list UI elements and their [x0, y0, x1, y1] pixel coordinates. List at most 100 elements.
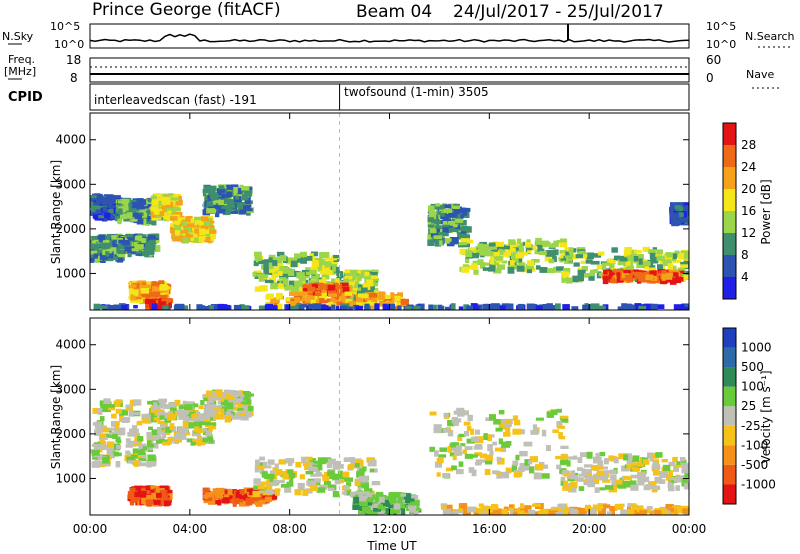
heatmap-cell	[494, 447, 504, 452]
colorbar-swatch	[723, 167, 736, 189]
heatmap-cell	[291, 286, 299, 292]
heatmap-cell	[622, 481, 631, 488]
heatmap-cell	[203, 497, 213, 501]
heatmap-cell	[682, 257, 689, 262]
heatmap-cell	[599, 487, 606, 491]
heatmap-cell	[371, 282, 378, 287]
heatmap-cell	[466, 438, 475, 444]
heatmap-cell	[453, 419, 459, 426]
heatmap-cell	[586, 451, 593, 459]
colorbar-swatch	[723, 189, 736, 211]
heatmap-cell	[626, 464, 632, 469]
heatmap-cell	[142, 452, 147, 459]
heatmap-cell	[294, 489, 302, 496]
heatmap-cell	[608, 271, 614, 277]
colorbar-swatch	[723, 484, 736, 504]
heatmap-cell	[655, 452, 663, 458]
heatmap-cell	[507, 247, 516, 252]
heatmap-cell	[336, 473, 345, 481]
heatmap-cell	[535, 265, 541, 270]
heatmap-cell	[439, 213, 446, 217]
heatmap-cell	[311, 291, 317, 296]
heatmap-cell	[678, 252, 685, 260]
heatmap-cell	[495, 427, 503, 432]
heatmap-cell	[272, 273, 278, 278]
heatmap-cell	[630, 249, 638, 254]
heatmap-cell	[164, 212, 169, 218]
heatmap-cell	[207, 305, 214, 310]
heatmap-cell	[377, 505, 383, 510]
heatmap-cell	[612, 275, 620, 280]
heatmap-cell	[560, 454, 569, 460]
heatmap-cell	[157, 211, 165, 216]
heatmap-cell	[144, 206, 152, 212]
heatmap-cell	[174, 219, 179, 224]
heatmap-cell	[438, 240, 443, 246]
heatmap-cell	[457, 233, 465, 238]
heatmap-cell	[648, 249, 656, 255]
heatmap-cell	[113, 452, 122, 457]
heatmap-cell	[95, 426, 103, 430]
heatmap-cell	[244, 199, 251, 204]
heatmap-cell	[559, 254, 564, 259]
colorbar-swatch	[723, 277, 736, 299]
heatmap-cell	[653, 510, 662, 515]
nsearch-tick-bottom: 10^0	[706, 38, 736, 51]
heatmap-cell	[142, 292, 151, 298]
heatmap-cell	[684, 303, 689, 307]
heatmap-cell	[102, 215, 108, 222]
heatmap-cell	[330, 267, 336, 272]
nsearch-tick-top: 10^5	[706, 20, 736, 33]
heatmap-cell	[277, 270, 283, 276]
heatmap-cell	[603, 269, 608, 275]
heatmap-cell	[439, 447, 448, 452]
heatmap-cell	[411, 495, 419, 501]
heatmap-cell	[308, 466, 317, 472]
heatmap-cell	[197, 417, 206, 422]
heatmap-cell	[560, 476, 566, 482]
heatmap-cell	[272, 473, 278, 480]
heatmap-cell	[141, 199, 147, 206]
heatmap-cell	[106, 441, 113, 448]
heatmap-cell	[493, 419, 501, 425]
heatmap-cell	[147, 400, 152, 405]
heatmap-cell	[283, 267, 291, 274]
heatmap-cell	[532, 503, 541, 507]
heatmap-cell	[429, 411, 437, 416]
heatmap-cell	[466, 506, 476, 513]
heatmap-cell	[548, 250, 556, 256]
heatmap-cell	[490, 257, 495, 265]
heatmap-cell	[328, 487, 335, 491]
heatmap-cell	[275, 491, 280, 496]
heatmap-cell	[205, 491, 215, 496]
heatmap-cell	[254, 466, 260, 473]
heatmap-cell	[637, 276, 646, 280]
heatmap-cell	[310, 484, 318, 492]
heatmap-cell	[343, 278, 350, 283]
colorbar-tick-label: -1000	[741, 477, 776, 491]
heatmap-cell	[332, 491, 340, 498]
colorbar-tick-label: 24	[741, 160, 756, 174]
heatmap-cell	[223, 194, 230, 198]
heatmap-cell	[149, 218, 157, 225]
heatmap-cell	[119, 213, 127, 220]
heatmap-cell	[190, 417, 198, 422]
heatmap-cell	[366, 492, 373, 498]
heatmap-cell	[472, 260, 479, 265]
colorbar-tick-label: 12	[741, 226, 756, 240]
heatmap-cell	[587, 476, 592, 482]
heatmap-cell	[104, 212, 110, 219]
heatmap-cell	[180, 434, 187, 440]
heatmap-cell	[198, 405, 204, 409]
heatmap-cell	[212, 409, 217, 415]
heatmap-cell	[109, 453, 115, 459]
heatmap-cell	[331, 278, 337, 286]
heatmap-cell	[177, 304, 183, 310]
heatmap-cell	[613, 276, 619, 283]
heatmap-cell	[432, 211, 441, 215]
heatmap-cell	[662, 259, 672, 267]
heatmap-cell	[528, 509, 536, 515]
heatmap-cell	[452, 205, 460, 209]
heatmap-cell	[518, 466, 525, 472]
